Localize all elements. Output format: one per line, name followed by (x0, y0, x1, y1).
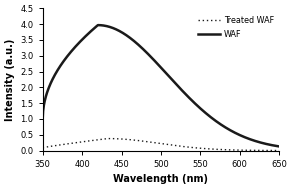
Treated WAF (106, 137, 109, 140)
WAF (148, 55, 152, 57)
Treated WAF (199, 147, 203, 149)
WAF (96, 24, 100, 26)
Treated WAF (102, 138, 105, 140)
Treated WAF (277, 149, 281, 152)
WAF (181, 90, 184, 92)
WAF (277, 145, 281, 148)
Treated WAF (181, 145, 184, 148)
Y-axis label: Intensity (a.u.): Intensity (a.u.) (5, 38, 15, 121)
Line: WAF: WAF (43, 25, 279, 146)
Line: Treated WAF: Treated WAF (43, 139, 279, 150)
WAF (102, 24, 106, 27)
Treated WAF (41, 147, 44, 149)
WAF (41, 118, 44, 120)
WAF (83, 36, 86, 38)
WAF (199, 108, 203, 110)
Treated WAF (219, 148, 223, 151)
Legend: Treated WAF, WAF: Treated WAF, WAF (194, 12, 277, 43)
Treated WAF (148, 141, 152, 143)
X-axis label: Wavelength (nm): Wavelength (nm) (114, 174, 208, 184)
Treated WAF (83, 140, 86, 143)
WAF (219, 124, 223, 126)
